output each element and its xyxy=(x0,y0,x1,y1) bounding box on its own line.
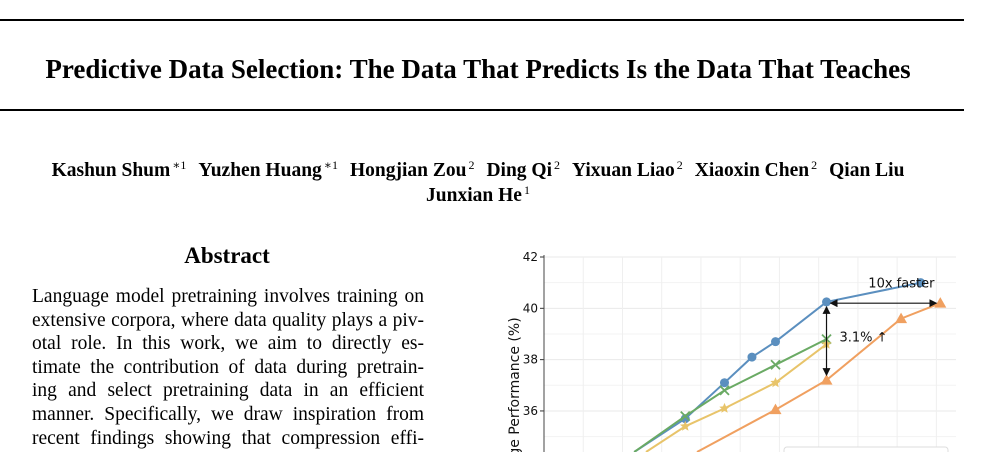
author: Xiaoxin Chen 2 xyxy=(694,158,818,181)
y-tick-label: 36 xyxy=(523,404,538,418)
author-affiliation: ∗1 xyxy=(172,158,187,172)
author-affiliation: 2 xyxy=(554,158,561,172)
abstract-line: manner. Specifically, we draw inspiratio… xyxy=(32,403,424,425)
top-rule xyxy=(0,19,964,21)
y-tick-label: 40 xyxy=(523,301,538,315)
data-point-orange xyxy=(895,312,908,324)
y-tick-label: 38 xyxy=(523,353,538,367)
y-axis-label: Average Performance (%) xyxy=(507,317,523,452)
author: Hongjian Zou 2 xyxy=(349,158,475,181)
author-affiliation: ∗1 xyxy=(323,158,338,172)
author-list-line-1: Kashun Shum ∗1 Yuzhen Huang ∗1 Hongjian Zou 2… xyxy=(0,152,956,184)
data-point-blue xyxy=(747,352,757,362)
abstract-body: Language model pretraining involves trai… xyxy=(32,285,424,450)
author: Yixuan Liao 2 xyxy=(572,158,683,181)
author-name: Yixuan Liao xyxy=(572,160,675,181)
author-affiliation: 2 xyxy=(811,158,818,172)
abstract-heading: Abstract xyxy=(184,243,270,268)
paper-title: Predictive Data Selection: The Data That… xyxy=(45,54,911,84)
performance-chart: 42 40 38 36 Average Performance (%) 10x fast… xyxy=(490,240,986,452)
author-name: Ding Qi xyxy=(486,160,553,181)
data-point-yellow xyxy=(719,402,730,413)
data-point-blue xyxy=(771,337,781,347)
author: Qian Liu xyxy=(829,160,904,181)
data-point-yellow xyxy=(770,377,781,388)
author: Kashun Shum ∗1 xyxy=(51,158,187,181)
author-name: Kashun Shum xyxy=(51,160,171,181)
data-point-blue xyxy=(680,414,690,424)
y-tick-label: 42 xyxy=(523,250,538,264)
abstract-line: timate the contribution of data during p… xyxy=(32,356,424,378)
author-name: Junxian He xyxy=(426,185,522,206)
author-affiliation: 2 xyxy=(676,158,683,172)
data-point-orange xyxy=(769,403,782,415)
author-name: Yuzhen Huang xyxy=(198,160,322,181)
bottom-rule xyxy=(0,109,964,111)
data-point-yellow xyxy=(680,420,691,431)
abstract-line: otal role. In this work, we aim to direc… xyxy=(32,333,424,355)
author-list-line-2: Junxian He 1 xyxy=(0,177,956,209)
author: Ding Qi 2 xyxy=(486,158,561,181)
legend-box xyxy=(783,446,949,452)
data-point-blue xyxy=(822,297,832,307)
abstract-line: Language model pretraining involves trai… xyxy=(32,286,424,307)
data-point-orange xyxy=(934,297,947,308)
data-point-green xyxy=(770,359,781,370)
author-name: Hongjian Zou xyxy=(349,160,467,181)
abstract-line: extensive corpora, where data quality pl… xyxy=(32,309,424,331)
author: Yuzhen Huang ∗1 xyxy=(198,158,338,181)
series-line-yellow xyxy=(645,343,828,452)
data-point-blue xyxy=(719,378,729,388)
data-point-green xyxy=(680,410,691,422)
data-point-blue xyxy=(916,278,926,288)
abstract-line: ing and select pretraining data in an ef… xyxy=(32,380,424,402)
author-affiliation: 2 xyxy=(468,158,475,172)
author-name: Xiaoxin Chen xyxy=(694,160,810,181)
abstract-line: recent findings showing that compression… xyxy=(32,427,424,449)
gain-label: 3.1% ↑ xyxy=(840,331,888,346)
data-point-green xyxy=(719,385,730,396)
author: Junxian He 1 xyxy=(426,183,530,206)
speedup-label: 10x faster xyxy=(868,277,935,292)
author-affiliation: 1 xyxy=(523,183,530,197)
data-point-orange xyxy=(820,374,833,385)
author-name: Qian Liu xyxy=(829,160,905,181)
